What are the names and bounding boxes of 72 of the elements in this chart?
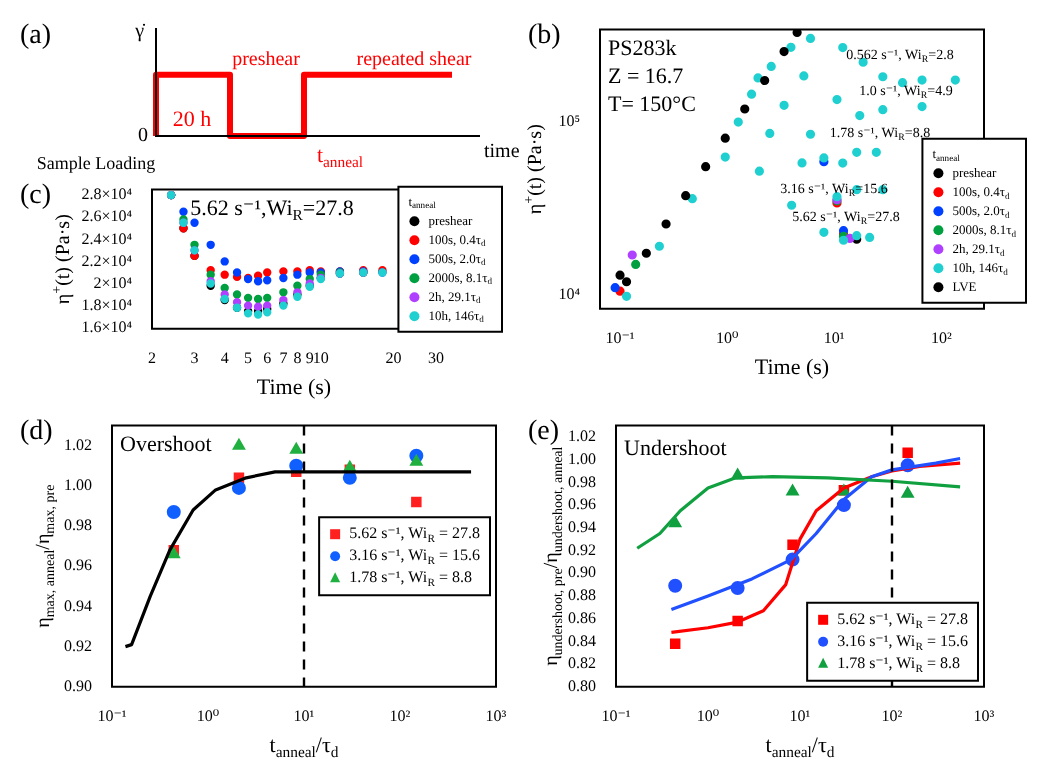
chart-title: (a) [20,21,52,52]
x-tick-label: 6 [263,348,272,367]
y-tick-label: 0.80 [568,676,596,695]
annotation: Undershoot [624,437,727,462]
y-tick-label: 0.86 [568,608,596,627]
y-tick-label: 0.94 [64,596,92,615]
y-tick-label: 0.98 [568,472,596,491]
y-tick-label: 2.4×10⁴ [81,229,133,248]
x-tick-label: 30 [428,348,444,367]
x-tick-label: 10¹ [293,706,316,725]
x-tick-label: 20 [385,348,402,367]
x-tick-label: 10 [312,348,329,367]
y-tick-label: 10⁵ [558,112,581,131]
annotation: T= 150°C [608,93,696,118]
x-tick-label: 8 [293,348,302,367]
x-tick-label: 10⁰ [715,328,739,347]
y-tick-label: 0.96 [64,556,92,575]
y-tick-label: 1.02 [568,427,596,446]
y-tick-label: 10⁴ [558,285,581,304]
x-tick-label: 10⁰ [696,706,720,725]
chart-title: (d) [20,417,54,448]
x-tick-label: 10¹ [823,328,846,347]
x-tick-label: 10² [930,328,953,347]
text: preshear [232,49,302,72]
x-tick-label: 10¹ [789,706,812,725]
chart-title: (c) [20,181,52,212]
y-tick-label: 0.84 [568,631,596,650]
annotation: Overshoot [120,433,212,458]
x-tick-label: 10⁻¹ [605,328,636,347]
x-tick-label: 10² [881,706,904,725]
x-axis-title: Time (s) [256,375,332,400]
x-tick-label: 3 [190,348,199,367]
x-tick-label: 10⁰ [196,706,220,725]
y-tick-label: 1.8×10⁴ [81,295,133,314]
annotation: Z = 16.7 [608,65,685,90]
chart-title: (b) [528,21,562,52]
y-tick-label: 0.96 [568,495,596,514]
x-tick-label: 4 [220,348,229,367]
y-tick-label: 1.6×10⁴ [81,317,133,336]
annotation: PS283k [608,37,678,62]
chart-title: (e) [528,417,560,448]
x-tick-label: 10³ [485,706,508,725]
text: repeated shear [356,49,473,72]
y-tick-label: 2×10⁴ [93,273,133,292]
x-tick-label: 10⁻¹ [97,706,128,725]
x-tick-label: 9 [305,348,314,367]
y-tick-label: 1.00 [64,476,92,495]
x-tick-label: 7 [279,348,288,367]
text: 0 [138,125,148,148]
y-tick-label: 0.98 [64,516,92,535]
y-tick-label: 1.00 [568,449,596,468]
y-tick-label: 0.90 [64,676,92,695]
x-tick-label: 10³ [973,706,996,725]
y-tick-label: 0.82 [568,654,596,673]
text: Sample Loading [36,152,157,173]
x-tick-label: 10² [389,706,412,725]
annotation: 20 h [172,107,213,132]
y-tick-label: 1.02 [64,435,92,454]
x-tick-label: 10⁻¹ [601,706,632,725]
x-tick-label: 5 [244,348,253,367]
x-tick-label: 2 [148,348,156,367]
y-tick-label: 0.92 [64,636,92,655]
y-tick-label: 0.92 [568,540,596,559]
y-tick-label: 0.90 [568,563,596,582]
x-axis-title: Time (s) [754,355,830,380]
y-tick-label: 2.2×10⁴ [81,251,133,270]
y-axis-title: γ̇ [133,21,146,44]
y-tick-label: 0.94 [568,518,596,536]
y-tick-label: 0.88 [568,586,596,605]
y-tick-label: 2.8×10⁴ [81,185,133,204]
y-tick-label: 2.6×10⁴ [81,207,133,226]
x-axis-title: time [484,141,521,164]
